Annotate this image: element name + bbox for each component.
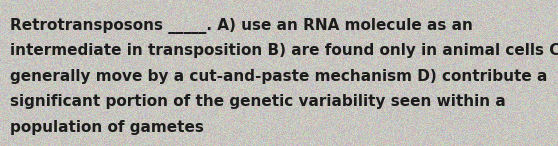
Text: significant portion of the genetic variability seen within a: significant portion of the genetic varia… <box>10 94 506 109</box>
Text: population of gametes: population of gametes <box>10 120 204 135</box>
Text: Retrotransposons _____. A) use an RNA molecule as an: Retrotransposons _____. A) use an RNA mo… <box>10 18 473 34</box>
Text: generally move by a cut-and-paste mechanism D) contribute a: generally move by a cut-and-paste mechan… <box>10 69 547 84</box>
Text: intermediate in transposition B) are found only in animal cells C): intermediate in transposition B) are fou… <box>10 43 558 58</box>
